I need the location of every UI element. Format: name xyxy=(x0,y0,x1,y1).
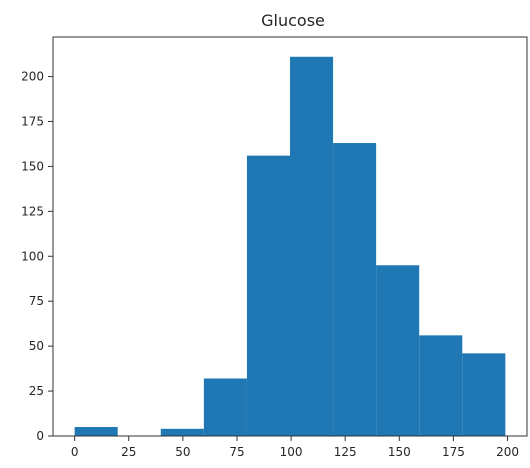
histogram-bar xyxy=(462,353,506,436)
x-tick-label: 200 xyxy=(496,445,519,459)
y-tick-label: 125 xyxy=(21,204,44,218)
x-axis: 0 25 50 75 100 125 150 175 200 xyxy=(71,436,519,459)
y-tick-label: 150 xyxy=(21,159,44,173)
x-tick-label: 125 xyxy=(334,445,357,459)
histogram-bar xyxy=(376,265,420,436)
y-tick-label: 0 xyxy=(36,429,44,443)
x-tick-label: 100 xyxy=(280,445,303,459)
y-tick-label: 25 xyxy=(29,384,44,398)
histogram-bar xyxy=(203,378,247,436)
x-tick-label: 50 xyxy=(175,445,190,459)
y-tick-label: 75 xyxy=(29,294,44,308)
x-tick-label: 175 xyxy=(442,445,465,459)
histogram-bar xyxy=(74,427,118,436)
x-tick-label: 0 xyxy=(71,445,79,459)
bars-group xyxy=(74,56,506,437)
histogram-bar xyxy=(246,155,290,436)
histogram-bar xyxy=(290,56,334,437)
x-tick-label: 75 xyxy=(229,445,244,459)
histogram-bar xyxy=(333,143,377,437)
y-tick-label: 175 xyxy=(21,114,44,128)
x-tick-label: 25 xyxy=(121,445,136,459)
y-axis: 0 25 50 75 100 125 150 175 200 xyxy=(21,70,53,443)
y-tick-label: 200 xyxy=(21,70,44,84)
chart-title: Glucose xyxy=(261,11,325,30)
plot-frame xyxy=(52,36,528,437)
histogram-bar xyxy=(419,335,463,436)
x-tick-label: 150 xyxy=(388,445,411,459)
y-tick-label: 100 xyxy=(21,249,44,263)
y-tick-label: 50 xyxy=(29,339,44,353)
histogram-bar xyxy=(160,428,204,436)
